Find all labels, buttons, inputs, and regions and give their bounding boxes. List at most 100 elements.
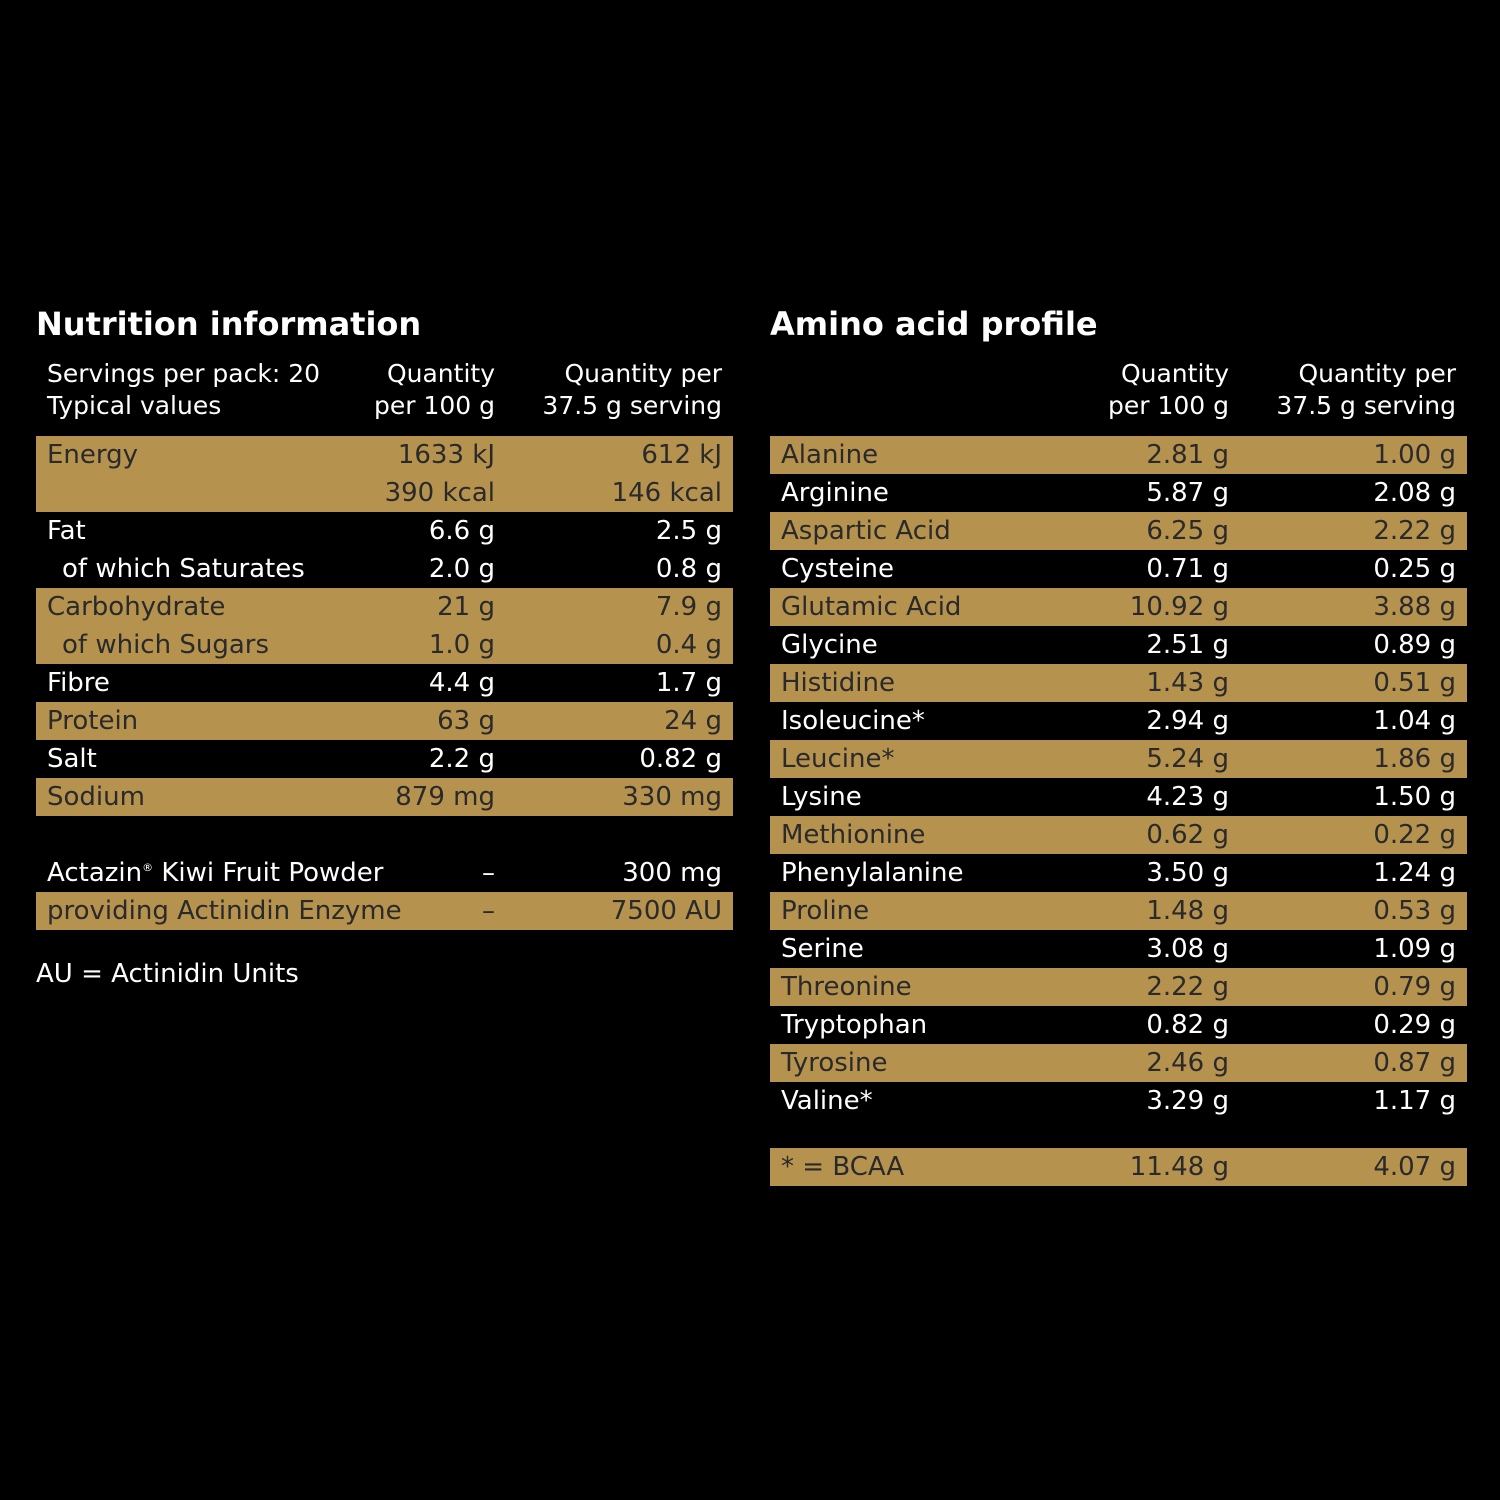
- row-value-serving: 146 kcal: [611, 478, 722, 508]
- row-label: Isoleucine*: [781, 706, 925, 736]
- row-value-serving: 0.87 g: [1373, 1048, 1456, 1078]
- amino-row: Arginine 5.87 g 2.08 g: [770, 474, 1467, 512]
- row-label: Aspartic Acid: [781, 516, 951, 546]
- row-label: Actazin® Kiwi Fruit Powder: [47, 854, 383, 892]
- row-label: Valine*: [781, 1086, 873, 1116]
- row-value-per100: 21 g: [437, 592, 495, 622]
- row-value-serving: 612 kJ: [641, 440, 722, 470]
- amino-row: Glycine 2.51 g 0.89 g: [770, 626, 1467, 664]
- row-label: Sodium: [47, 782, 145, 812]
- row-value-serving: 0.53 g: [1373, 896, 1456, 926]
- amino-header-per100: Quantity per 100 g: [1108, 358, 1229, 422]
- amino-row: Aspartic Acid 6.25 g 2.22 g: [770, 512, 1467, 550]
- nutrition-title: Nutrition information: [36, 305, 422, 343]
- amino-row: Threonine 2.22 g 0.79 g: [770, 968, 1467, 1006]
- row-label: Serine: [781, 934, 864, 964]
- bcaa-row: * = BCAA 11.48 g 4.07 g: [770, 1148, 1467, 1186]
- amino-header-serving: Quantity per 37.5 g serving: [1276, 358, 1456, 422]
- row-value-per100: 1.48 g: [1146, 896, 1229, 926]
- row-value-per100: 63 g: [437, 706, 495, 736]
- row-value-per100: 4.23 g: [1146, 782, 1229, 812]
- amino-row: Tyrosine 2.46 g 0.87 g: [770, 1044, 1467, 1082]
- row-label: Tyrosine: [781, 1048, 888, 1078]
- row-value-per100: 3.08 g: [1146, 934, 1229, 964]
- row-value-serving: 4.07 g: [1373, 1152, 1456, 1182]
- row-value-per100: 6.25 g: [1146, 516, 1229, 546]
- header-text: Quantity: [1120, 359, 1229, 388]
- row-label: Salt: [47, 744, 97, 774]
- row-value-per100: 2.2 g: [428, 744, 495, 774]
- spacer: [770, 1120, 1467, 1148]
- row-value-serving: 1.09 g: [1373, 934, 1456, 964]
- row-value-per100: 5.24 g: [1146, 744, 1229, 774]
- amino-row: Cysteine 0.71 g 0.25 g: [770, 550, 1467, 588]
- row-value-per100: 1633 kJ: [397, 440, 495, 470]
- actazin-rest: Kiwi Fruit Powder: [153, 858, 384, 888]
- row-value-per100: –: [482, 896, 495, 926]
- row-value-per100: 0.62 g: [1146, 820, 1229, 850]
- row-label: Energy: [47, 440, 139, 470]
- row-value-serving: 1.24 g: [1373, 858, 1456, 888]
- row-value-serving: 1.7 g: [655, 668, 722, 698]
- row-label: Glutamic Acid: [781, 592, 962, 622]
- row-value-per100: –: [482, 858, 495, 888]
- row-label: Leucine*: [781, 744, 895, 774]
- spacer: [36, 816, 733, 854]
- row-value-serving: 300 mg: [622, 858, 722, 888]
- row-label: Fibre: [47, 668, 110, 698]
- header-text: Quantity per: [1298, 359, 1456, 388]
- nutrition-row: of which Saturates 2.0 g 0.8 g: [36, 550, 733, 588]
- row-label: Threonine: [781, 972, 912, 1002]
- row-label: Fat: [47, 516, 86, 546]
- row-value-serving: 0.22 g: [1373, 820, 1456, 850]
- row-value-serving: 1.04 g: [1373, 706, 1456, 736]
- nutrition-panel: Nutrition information Servings per pack:…: [36, 302, 733, 993]
- row-label: Phenylalanine: [781, 858, 964, 888]
- row-value-per100: 10.92 g: [1129, 592, 1229, 622]
- row-value-per100: 3.50 g: [1146, 858, 1229, 888]
- row-value-per100: 4.4 g: [428, 668, 495, 698]
- nutrition-row: Carbohydrate 21 g 7.9 g: [36, 588, 733, 626]
- row-value-serving: 1.86 g: [1373, 744, 1456, 774]
- row-label: Glycine: [781, 630, 878, 660]
- row-value-per100: 0.71 g: [1146, 554, 1229, 584]
- row-value-serving: 0.89 g: [1373, 630, 1456, 660]
- row-value-serving: 7500 AU: [610, 896, 722, 926]
- row-value-per100: 2.51 g: [1146, 630, 1229, 660]
- row-value-per100: 2.0 g: [428, 554, 495, 584]
- amino-row: Lysine 4.23 g 1.50 g: [770, 778, 1467, 816]
- row-value-serving: 3.88 g: [1373, 592, 1456, 622]
- nutrition-header-per100: Quantity per 100 g: [374, 358, 495, 422]
- row-value-per100: 1.0 g: [428, 630, 495, 660]
- row-value-serving: 0.4 g: [655, 630, 722, 660]
- nutrition-row: Fat 6.6 g 2.5 g: [36, 512, 733, 550]
- nutrition-row: Sodium 879 mg 330 mg: [36, 778, 733, 816]
- amino-header: Quantity per 100 g Quantity per 37.5 g s…: [770, 358, 1467, 436]
- nutrition-row: Protein 63 g 24 g: [36, 702, 733, 740]
- amino-row: Alanine 2.81 g 1.00 g: [770, 436, 1467, 474]
- actazin-name: Actazin: [47, 858, 143, 888]
- nutrition-row-energy: Energy 1633 kJ 612 kJ 390 kcal 146 kcal: [36, 436, 733, 512]
- row-value-per100: 11.48 g: [1129, 1152, 1229, 1182]
- amino-panel: Amino acid profile Quantity per 100 g Qu…: [770, 302, 1467, 1186]
- header-text: Quantity per: [564, 359, 722, 388]
- row-label: providing Actinidin Enzyme: [47, 896, 402, 926]
- row-label: Methionine: [781, 820, 926, 850]
- row-label: Carbohydrate: [47, 592, 226, 622]
- row-label: Histidine: [781, 668, 895, 698]
- row-value-per100: 2.94 g: [1146, 706, 1229, 736]
- row-value-per100: 390 kcal: [384, 478, 495, 508]
- amino-row: Proline 1.48 g 0.53 g: [770, 892, 1467, 930]
- row-label: Lysine: [781, 782, 862, 812]
- header-text: 37.5 g serving: [542, 391, 722, 420]
- row-label: Arginine: [781, 478, 889, 508]
- actazin-row: Actazin® Kiwi Fruit Powder – 300 mg: [36, 854, 733, 892]
- row-value-serving: 0.25 g: [1373, 554, 1456, 584]
- row-value-serving: 7.9 g: [655, 592, 722, 622]
- amino-row: Tryptophan 0.82 g 0.29 g: [770, 1006, 1467, 1044]
- row-value-serving: 0.8 g: [655, 554, 722, 584]
- row-value-per100: 1.43 g: [1146, 668, 1229, 698]
- row-value-per100: 2.46 g: [1146, 1048, 1229, 1078]
- row-label: * = BCAA: [781, 1152, 905, 1182]
